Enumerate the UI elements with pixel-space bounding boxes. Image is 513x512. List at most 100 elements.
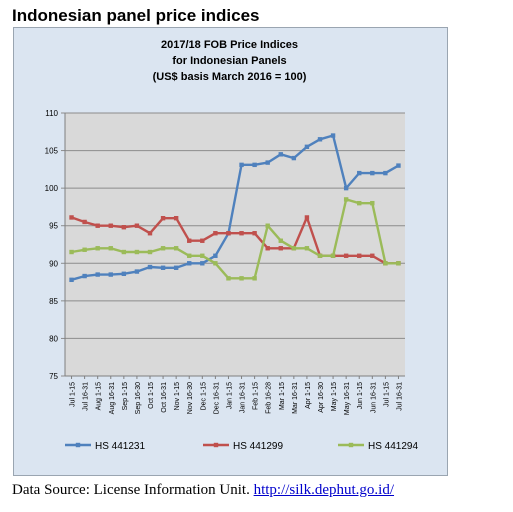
legend-label: HS 441294: [368, 441, 418, 452]
x-tick-label: Aug 1-15: [96, 382, 103, 411]
data-source-link[interactable]: http://silk.dephut.go.id/: [253, 482, 395, 498]
data-point: [160, 216, 166, 221]
data-point: [291, 246, 297, 251]
data-point: [357, 253, 362, 258]
y-tick-label: 85: [49, 297, 58, 306]
data-point: [82, 247, 87, 252]
legend-label: HS 441231: [95, 441, 145, 452]
data-point: [317, 137, 323, 142]
data-point: [108, 272, 113, 277]
data-point: [317, 253, 323, 258]
x-tick-label: Oct 16-31: [161, 382, 168, 413]
data-point: [330, 253, 336, 258]
x-tick-label: Jul 16-31: [396, 382, 403, 411]
data-point: [278, 246, 283, 251]
data-point: [252, 276, 257, 281]
y-tick-label: 90: [49, 259, 58, 268]
y-tick-label: 80: [49, 334, 58, 343]
x-tick-label: Nov 1-15: [174, 382, 181, 411]
legend-marker: [348, 442, 354, 448]
x-tick-label: Apr 1-15: [305, 382, 312, 409]
y-tick-label: 95: [49, 222, 58, 231]
data-point: [357, 200, 362, 206]
data-point: [330, 133, 336, 138]
x-tick-label: Jun 16-31: [370, 382, 377, 413]
x-tick-label: Dec 1-15: [200, 382, 207, 411]
legend-marker: [213, 442, 219, 448]
data-point: [134, 269, 140, 274]
data-point: [147, 264, 153, 270]
data-point: [370, 200, 375, 206]
data-point: [173, 246, 179, 251]
x-tick-label: Dec 16-31: [213, 382, 220, 414]
data-point: [200, 253, 205, 258]
data-point: [239, 231, 244, 236]
chart-title-line-2: for Indonesian Panels: [172, 55, 287, 67]
data-point: [370, 253, 375, 258]
data-point: [95, 223, 100, 228]
data-point: [265, 160, 270, 165]
chart-title-line-3: (US$ basis March 2016 = 100): [152, 71, 307, 83]
data-point: [147, 231, 153, 236]
data-point: [108, 246, 113, 251]
legend-marker: [75, 442, 81, 448]
data-point: [108, 223, 113, 228]
data-point: [343, 253, 349, 258]
data-point: [82, 273, 87, 279]
data-point: [121, 249, 127, 255]
data-point: [147, 249, 153, 255]
x-tick-label: Apr 16-30: [318, 382, 325, 413]
x-tick-label: Feb 16-28: [266, 382, 273, 414]
data-point: [173, 216, 179, 221]
data-point: [304, 144, 310, 150]
x-tick-label: May 1-15: [331, 382, 338, 411]
legend-label: HS 441299: [233, 441, 283, 452]
data-point: [226, 276, 231, 281]
x-tick-label: Jan 16-31: [240, 382, 247, 413]
chart-title: 2017/18 FOB Price Indices for Indonesian…: [13, 37, 446, 85]
y-tick-label: 110: [45, 109, 58, 118]
x-tick-label: Jul 1-15: [383, 382, 390, 407]
data-point: [383, 261, 388, 266]
data-point: [69, 277, 74, 283]
data-point: [239, 276, 244, 281]
x-tick-label: Nov 16-30: [187, 382, 194, 414]
data-point: [304, 215, 310, 220]
data-point: [213, 261, 218, 266]
x-tick-label: Oct 1-15: [148, 382, 155, 409]
chart-title-line-1: 2017/18 FOB Price Indices: [161, 39, 298, 51]
data-point: [200, 238, 205, 243]
x-tick-label: Aug 16-31: [109, 382, 116, 414]
x-tick-label: Jul 16-31: [83, 382, 90, 411]
data-point: [187, 253, 192, 258]
data-point: [121, 225, 127, 230]
data-point: [383, 170, 388, 176]
data-point: [252, 231, 257, 236]
data-point: [82, 219, 87, 225]
x-tick-label: Feb 1-15: [253, 382, 260, 410]
x-tick-label: Mar 16-31: [292, 382, 299, 414]
data-point: [370, 170, 375, 176]
y-tick-label: 75: [49, 372, 58, 381]
data-source: Data Source: License Information Unit. h…: [12, 482, 394, 499]
data-point: [265, 246, 270, 251]
data-point: [343, 197, 349, 202]
x-tick-label: Sep 1-15: [122, 382, 129, 411]
data-point: [213, 231, 218, 236]
data-point: [343, 185, 349, 191]
data-point: [226, 231, 231, 236]
y-tick-label: 105: [45, 147, 59, 156]
y-tick-label: 100: [45, 184, 59, 193]
data-point: [278, 238, 283, 243]
data-point: [265, 223, 270, 228]
data-point: [357, 170, 362, 176]
data-point: [95, 246, 100, 251]
data-point: [396, 261, 401, 266]
data-point: [291, 155, 297, 161]
data-point: [239, 162, 244, 168]
data-point: [213, 253, 218, 258]
data-point: [95, 272, 100, 277]
x-tick-label: Jul 1-15: [70, 382, 77, 407]
plot-area: [65, 113, 405, 376]
data-point: [134, 223, 140, 228]
